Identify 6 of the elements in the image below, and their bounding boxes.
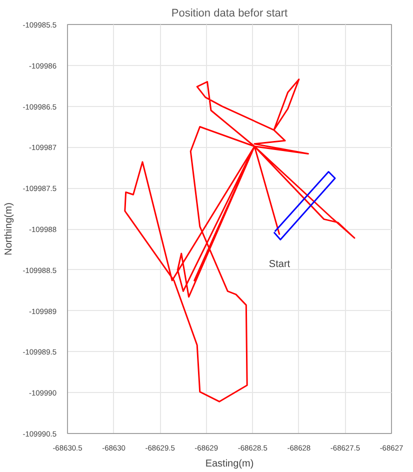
chart-title: Position data befor start [171,8,288,20]
line-series [273,170,336,240]
x-axis-title: Easting(m) [205,458,254,470]
annotation: Start [268,259,290,270]
line-series [124,78,356,402]
y-axis-title: Northing(m) [4,202,15,256]
